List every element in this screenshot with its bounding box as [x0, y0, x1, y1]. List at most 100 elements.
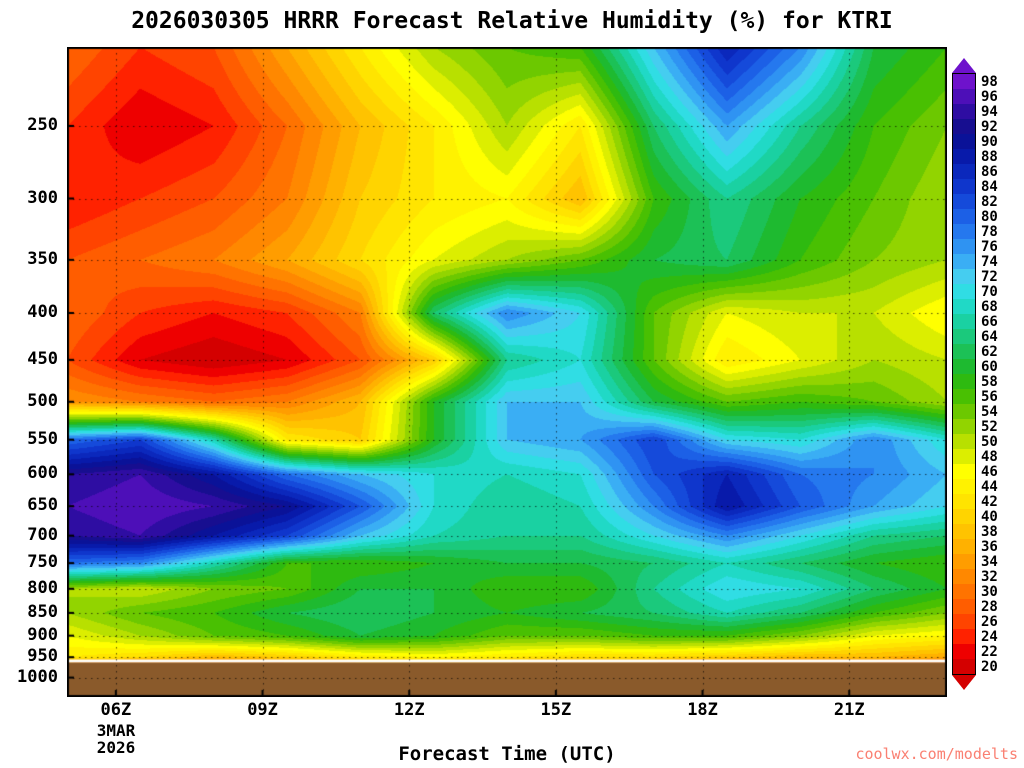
colorbar-cells — [952, 73, 976, 675]
y-tick-label: 450 — [27, 348, 58, 369]
colorbar-tick-label: 40 — [981, 509, 998, 525]
y-tick-label: 750 — [27, 552, 58, 573]
colorbar-cell — [953, 554, 975, 569]
y-tick-label: 850 — [27, 601, 58, 622]
colorbar-tick-label: 32 — [981, 569, 998, 585]
colorbar-tick-label: 54 — [981, 404, 998, 420]
colorbar-cell — [953, 89, 975, 104]
y-tick-label: 650 — [27, 495, 58, 516]
colorbar-cell — [953, 239, 975, 254]
colorbar-tick-label: 92 — [981, 119, 998, 135]
colorbar-cell — [953, 449, 975, 464]
colorbar-tick-label: 46 — [981, 464, 998, 480]
colorbar-tick-label: 36 — [981, 539, 998, 555]
colorbar-cell — [953, 359, 975, 374]
colorbar-tick-label: 90 — [981, 134, 998, 150]
colorbar-cell — [953, 479, 975, 494]
colorbar-tick-label: 50 — [981, 434, 998, 450]
y-tick-label: 900 — [27, 624, 58, 645]
colorbar-tick-label: 82 — [981, 194, 998, 210]
y-tick-label: 800 — [27, 577, 58, 598]
y-tick-label: 300 — [27, 187, 58, 208]
x-axis-title: Forecast Time (UTC) — [398, 743, 616, 765]
colorbar-tick-label: 28 — [981, 599, 998, 615]
colorbar-cell — [953, 119, 975, 134]
colorbar-cell — [953, 224, 975, 239]
x-axis-date-month: 3MAR — [96, 721, 136, 740]
colorbar-cell — [953, 209, 975, 224]
y-tick-label: 1000 — [17, 666, 58, 687]
y-tick-label: 500 — [27, 390, 58, 411]
chart-title: 2026030305 HRRR Forecast Relative Humidi… — [131, 8, 893, 34]
colorbar-tick-label: 26 — [981, 614, 998, 630]
colorbar-tick-label: 34 — [981, 554, 998, 570]
colorbar-cell — [953, 539, 975, 554]
rh-heatmap-canvas — [67, 47, 947, 697]
colorbar-tick-label: 22 — [981, 644, 998, 660]
colorbar-cell — [953, 494, 975, 509]
colorbar-tick-label: 42 — [981, 494, 998, 510]
colorbar-tick-label: 98 — [981, 74, 998, 90]
colorbar-cell — [953, 254, 975, 269]
colorbar-tick-label: 96 — [981, 89, 998, 105]
colorbar-tick-label: 84 — [981, 179, 998, 195]
colorbar-tick-label: 52 — [981, 419, 998, 435]
colorbar-cell — [953, 179, 975, 194]
y-tick-label: 550 — [27, 428, 58, 449]
colorbar-tick-label: 76 — [981, 239, 998, 255]
colorbar-cell — [953, 149, 975, 164]
colorbar-tick-label: 70 — [981, 284, 998, 300]
colorbar-cell — [953, 404, 975, 419]
colorbar-tick-label: 80 — [981, 209, 998, 225]
colorbar-cell — [953, 329, 975, 344]
colorbar-tick-label: 56 — [981, 389, 998, 405]
colorbar-cell — [953, 374, 975, 389]
colorbar — [952, 58, 976, 690]
colorbar-arrow-up-icon — [952, 58, 976, 73]
colorbar-arrow-down-icon — [952, 675, 976, 690]
colorbar-cell — [953, 344, 975, 359]
colorbar-tick-label: 62 — [981, 344, 998, 360]
colorbar-tick-label: 58 — [981, 374, 998, 390]
y-tick-label: 250 — [27, 114, 58, 135]
colorbar-tick-label: 72 — [981, 269, 998, 285]
colorbar-tick-label: 78 — [981, 224, 998, 240]
colorbar-tick-label: 94 — [981, 104, 998, 120]
colorbar-cell — [953, 434, 975, 449]
colorbar-cell — [953, 314, 975, 329]
colorbar-tick-label: 74 — [981, 254, 998, 270]
colorbar-cell — [953, 584, 975, 599]
colorbar-cell — [953, 299, 975, 314]
colorbar-cell — [953, 569, 975, 584]
colorbar-cell — [953, 644, 975, 659]
colorbar-cell — [953, 74, 975, 89]
colorbar-cell — [953, 464, 975, 479]
colorbar-cell — [953, 614, 975, 629]
colorbar-tick-label: 88 — [981, 149, 998, 165]
y-tick-label: 950 — [27, 646, 58, 667]
watermark-text: coolwx.com/modelts — [855, 745, 1018, 763]
colorbar-cell — [953, 389, 975, 404]
colorbar-tick-label: 86 — [981, 164, 998, 180]
x-tick-label: 18Z — [687, 700, 718, 720]
colorbar-tick-label: 24 — [981, 629, 998, 645]
colorbar-cell — [953, 599, 975, 614]
colorbar-cell — [953, 134, 975, 149]
colorbar-tick-label: 68 — [981, 299, 998, 315]
colorbar-cell — [953, 419, 975, 434]
colorbar-tick-label: 64 — [981, 329, 998, 345]
x-tick-label: 15Z — [540, 700, 572, 720]
x-axis-date-year: 2026 — [96, 738, 136, 757]
y-tick-label: 600 — [27, 463, 58, 484]
colorbar-tick-label: 30 — [981, 584, 998, 600]
colorbar-tick-label: 66 — [981, 314, 998, 330]
y-tick-label: 700 — [27, 524, 58, 545]
x-tick-label: 21Z — [833, 700, 865, 720]
y-tick-label: 350 — [27, 248, 58, 269]
colorbar-tick-label: 48 — [981, 449, 998, 465]
colorbar-cell — [953, 284, 975, 299]
colorbar-cell — [953, 659, 975, 674]
colorbar-cell — [953, 104, 975, 119]
colorbar-tick-label: 38 — [981, 524, 998, 540]
